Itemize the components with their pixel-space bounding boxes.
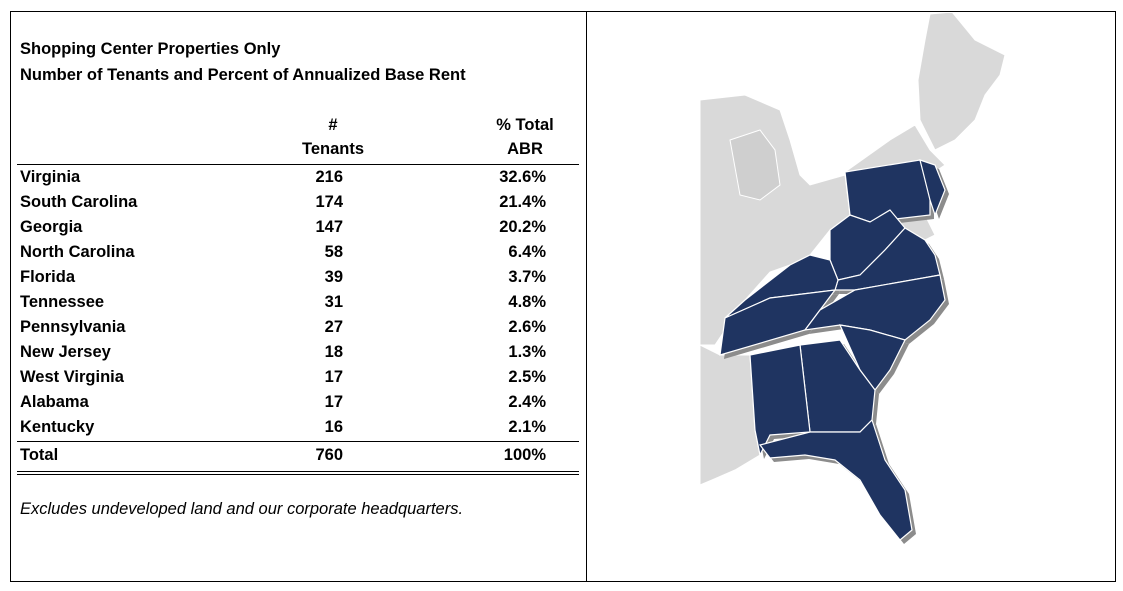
state-name: Pennsylvania xyxy=(20,318,126,336)
abr-percent: 2.6% xyxy=(508,318,546,336)
table-row: Tennessee 31 4.8% xyxy=(20,293,580,318)
tenant-count: 27 xyxy=(324,318,343,336)
abr-percent: 1.3% xyxy=(508,343,546,361)
state-name: Tennessee xyxy=(20,293,105,311)
table-row: West Virginia 17 2.5% xyxy=(20,368,580,393)
tenant-count: 39 xyxy=(324,268,343,286)
table-subtitle: Number of Tenants and Percent of Annuali… xyxy=(20,66,466,84)
table-row: Florida 39 3.7% xyxy=(20,268,580,293)
tenant-count: 147 xyxy=(315,218,343,236)
state-name: Virginia xyxy=(20,168,81,186)
new-jersey-shape xyxy=(919,159,946,217)
table-row: Georgia 147 20.2% xyxy=(20,218,580,243)
state-name: Florida xyxy=(20,268,76,286)
abr-percent: 4.8% xyxy=(508,293,546,311)
tenant-count: 174 xyxy=(315,193,343,211)
table-row: North Carolina 58 6.4% xyxy=(20,243,580,268)
state-name: West Virginia xyxy=(20,368,124,386)
abr-percent: 2.1% xyxy=(508,418,546,436)
abr-header-line2: ABR xyxy=(507,140,543,158)
panel-divider xyxy=(586,11,587,582)
state-name: Kentucky xyxy=(20,418,95,436)
header-rule xyxy=(17,164,579,165)
highlighted-states xyxy=(719,159,946,541)
abr-percent: 3.7% xyxy=(508,268,546,286)
table-row: Pennsylvania 27 2.6% xyxy=(20,318,580,343)
tenant-count: 216 xyxy=(315,168,343,186)
footnote: Excludes undeveloped land and our corpor… xyxy=(20,500,464,518)
table-row: Alabama 17 2.4% xyxy=(20,393,580,418)
abr-percent: 21.4% xyxy=(499,193,546,211)
tenant-count: 18 xyxy=(324,343,343,361)
total-label: Total xyxy=(20,446,59,464)
tenant-count: 31 xyxy=(324,293,343,311)
abr-percent: 20.2% xyxy=(499,218,546,236)
state-name: New Jersey xyxy=(20,343,111,361)
abr-percent: 2.4% xyxy=(508,393,546,411)
base-states xyxy=(699,13,1006,486)
tenant-count: 17 xyxy=(324,393,343,411)
virginia-shape xyxy=(834,227,941,291)
table-row: Virginia 216 32.6% xyxy=(20,168,580,193)
abr-header-line1: % Total xyxy=(496,116,554,134)
tenant-count: 16 xyxy=(324,418,343,436)
state-name: Georgia xyxy=(20,218,83,236)
exhibit-frame xyxy=(10,11,1116,582)
table-row: South Carolina 174 21.4% xyxy=(20,193,580,218)
abr-percent: 6.4% xyxy=(508,243,546,261)
tenant-count: 17 xyxy=(324,368,343,386)
state-name: South Carolina xyxy=(20,193,138,211)
tenants-header-line2: Tenants xyxy=(301,140,365,158)
eastern-us-map xyxy=(699,13,1006,544)
florida-shape xyxy=(758,418,913,541)
tenants-header-line1: # xyxy=(328,116,338,134)
total-rule-bottom-1 xyxy=(17,471,579,472)
abr-percent: 32.6% xyxy=(499,168,546,186)
total-abr: 100% xyxy=(503,446,546,464)
table-row: Kentucky 16 2.1% xyxy=(20,418,580,443)
abr-percent: 2.5% xyxy=(508,368,546,386)
total-row: Total 760 100% xyxy=(20,446,580,471)
total-rule-top xyxy=(17,441,579,442)
state-name: North Carolina xyxy=(20,243,135,261)
state-name: Alabama xyxy=(20,393,89,411)
total-tenants: 760 xyxy=(315,446,343,464)
total-rule-bottom-2 xyxy=(17,474,579,475)
tenant-count: 58 xyxy=(324,243,343,261)
table-title: Shopping Center Properties Only xyxy=(20,40,281,58)
table-row: New Jersey 18 1.3% xyxy=(20,343,580,368)
alabama-shape xyxy=(749,344,811,457)
